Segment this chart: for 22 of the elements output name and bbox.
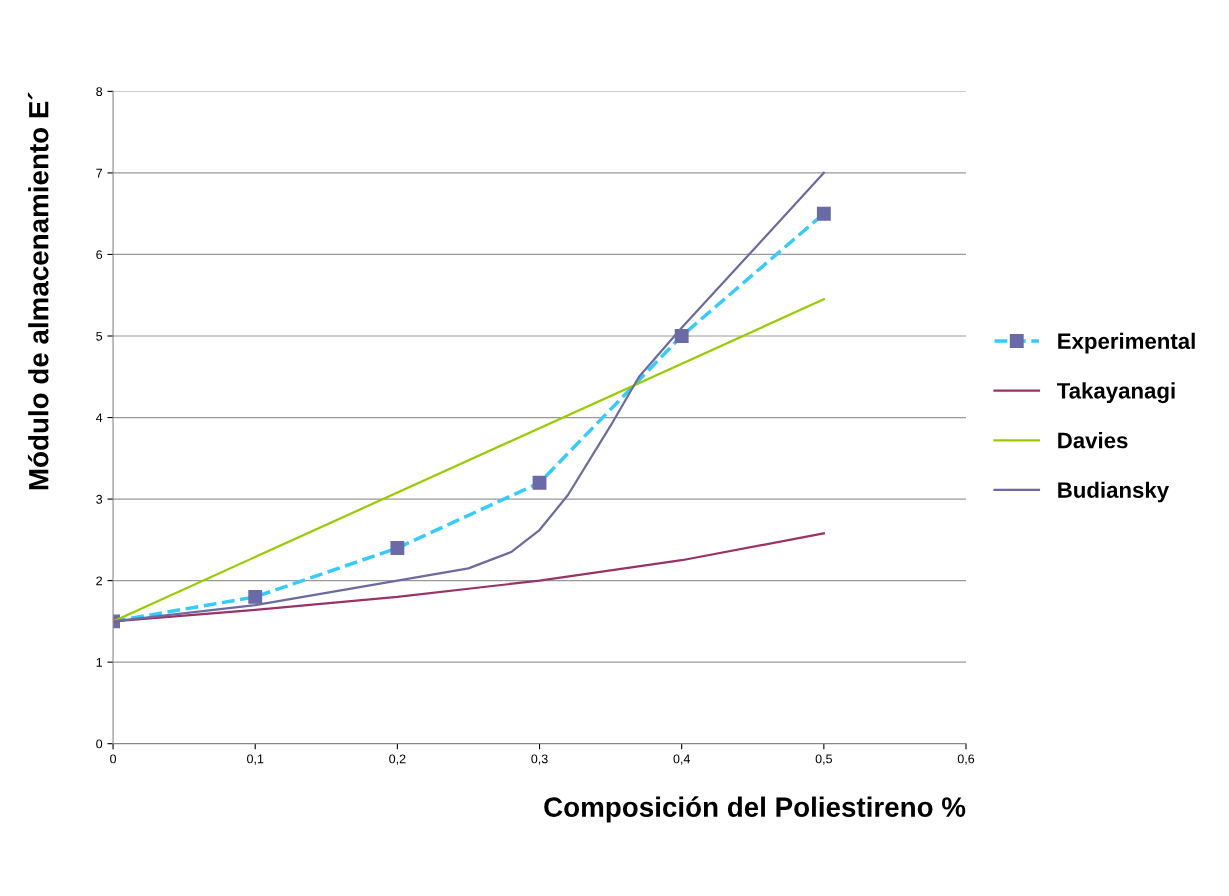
- y-tick-label: 6: [96, 250, 103, 260]
- x-tick-label: 0,6: [957, 754, 975, 765]
- x-tick-label: 0,2: [389, 754, 406, 765]
- legend-label: Experimental: [1058, 332, 1195, 354]
- x-tick-label: 0: [110, 754, 117, 764]
- x-tick-label: 0,1: [247, 754, 264, 765]
- y-tick-label: 2: [96, 576, 103, 586]
- x-tick-label: 0,5: [815, 754, 832, 765]
- x-axis-title: Composición del Poliestireno %: [544, 796, 966, 823]
- legend-label: Budiansky: [1058, 481, 1170, 503]
- y-tick-label: 8: [96, 87, 103, 97]
- y-tick-label: 7: [96, 168, 103, 178]
- legend-label: Davies: [1058, 432, 1128, 449]
- legend-label: Takayanagi: [1057, 382, 1175, 404]
- y-tick-label: 4: [95, 413, 103, 423]
- x-tick-label: 0,3: [531, 754, 548, 765]
- y-tick-label: 0: [96, 739, 103, 749]
- y-tick-label: 3: [96, 494, 103, 504]
- y-tick-label: 5: [96, 331, 103, 341]
- x-tick-label: 0,4: [673, 754, 691, 765]
- y-tick-label: 1: [96, 658, 103, 667]
- y-axis-title: Módulo de almacenamiento E´: [27, 92, 49, 490]
